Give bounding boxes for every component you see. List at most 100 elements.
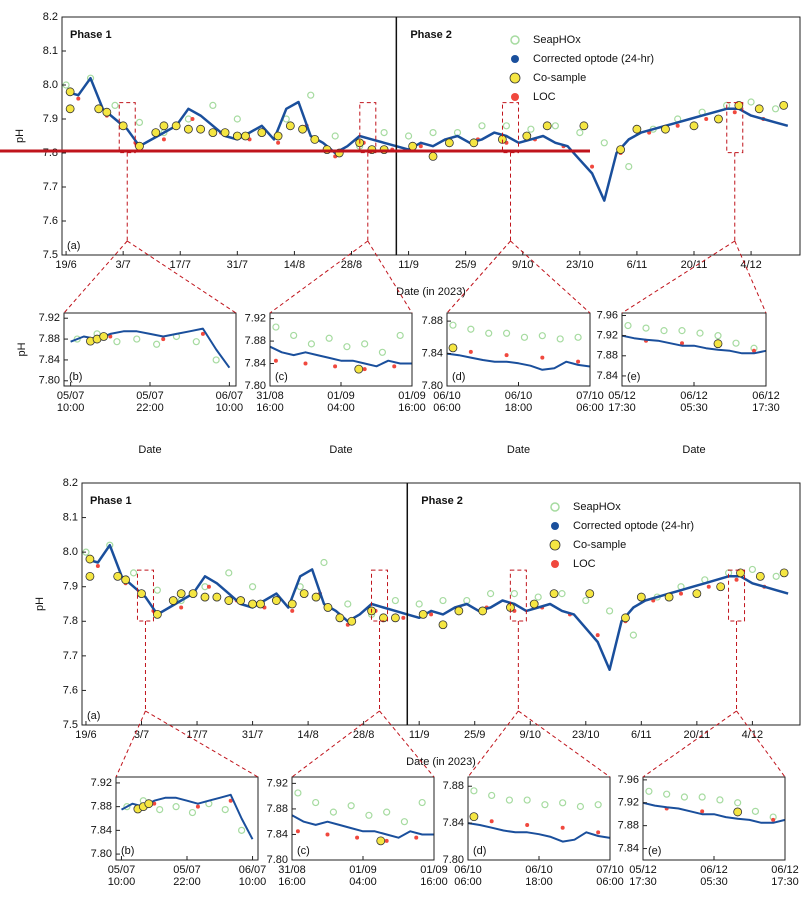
seaphox-point bbox=[73, 335, 81, 343]
seaphox-point bbox=[488, 791, 496, 800]
panel-label: (c) bbox=[297, 845, 310, 857]
seaphox-point bbox=[582, 596, 590, 605]
loc-point bbox=[504, 353, 509, 358]
x-tick-label: 23/10 bbox=[566, 259, 594, 271]
co-sample-point bbox=[323, 603, 333, 612]
x-tick-label: 25/9 bbox=[464, 729, 485, 741]
optode-line bbox=[291, 814, 434, 839]
x-tick-label: 31/7 bbox=[227, 259, 248, 271]
seaphox-point bbox=[510, 590, 518, 598]
x-tick-label: 05/07 22:00 bbox=[136, 390, 164, 414]
seaphox-point bbox=[344, 600, 352, 608]
y-tick-label: 7.88 bbox=[422, 315, 443, 327]
x-tick-label: 01/09 16:00 bbox=[398, 390, 426, 414]
co-sample-point bbox=[85, 571, 95, 581]
loc-point bbox=[303, 361, 308, 366]
x-tick-label: 01/09 16:00 bbox=[420, 864, 448, 888]
seaphox-point bbox=[439, 596, 447, 605]
co-sample-point bbox=[299, 589, 309, 599]
optode-line bbox=[269, 345, 412, 368]
seaphox-point bbox=[772, 572, 780, 580]
y-tick-label: 7.6 bbox=[63, 684, 78, 696]
seaphox-point bbox=[523, 796, 531, 804]
y-tick-label: 7.5 bbox=[63, 719, 78, 731]
co-sample-point bbox=[176, 589, 186, 599]
co-sample-point bbox=[529, 599, 539, 609]
seaphox-point bbox=[663, 790, 671, 798]
seaphox-point bbox=[751, 807, 760, 815]
legend-label: LOC bbox=[573, 558, 596, 570]
legend-marker bbox=[509, 72, 521, 84]
seaphox-point bbox=[212, 356, 220, 364]
loc-point bbox=[576, 359, 581, 364]
co-sample-point bbox=[168, 596, 178, 605]
co-sample-point bbox=[354, 364, 364, 374]
zoom-connector bbox=[467, 710, 519, 778]
y-tick-label: 7.92 bbox=[618, 797, 639, 809]
plot-frame bbox=[115, 776, 259, 861]
seaphox-point bbox=[453, 129, 462, 137]
seaphox-point bbox=[520, 333, 529, 341]
x-tick-label: 28/8 bbox=[353, 729, 374, 741]
y-tick-label: 7.80 bbox=[39, 375, 60, 387]
x-tick-label: 01/09 04:00 bbox=[327, 390, 355, 414]
seaphox-point bbox=[135, 118, 144, 127]
seaphox-point bbox=[221, 806, 229, 814]
inset-panel: 7.80 7.84 7.88 7.92 (b) bbox=[91, 776, 259, 861]
y-tick-label: 7.84 bbox=[267, 828, 288, 840]
seaphox-point bbox=[645, 787, 653, 795]
loc-point bbox=[680, 341, 684, 346]
y-tick-label: 7.9 bbox=[63, 581, 78, 593]
co-sample-point bbox=[236, 596, 246, 605]
seaphox-point bbox=[329, 808, 338, 816]
seaphox-point bbox=[625, 163, 633, 171]
plot-frame bbox=[467, 776, 611, 861]
loc-point bbox=[595, 633, 600, 638]
loc-point bbox=[161, 337, 166, 342]
co-sample-point bbox=[408, 141, 418, 151]
co-sample-point bbox=[271, 596, 281, 605]
co-sample-point bbox=[636, 592, 646, 602]
main-panel: 7.5 7.6 7.7 7.8 7.9 8.0 8.1 8.2 19/6 3/7 17/7 31/7 1… bbox=[34, 477, 801, 768]
loc-point bbox=[771, 817, 776, 822]
seaphox-point bbox=[272, 323, 280, 331]
zoom-connector bbox=[621, 240, 736, 314]
co-sample-point bbox=[257, 128, 267, 138]
y-tick-label: 7.80 bbox=[91, 848, 112, 860]
loc-point bbox=[362, 367, 367, 372]
plot-frame bbox=[63, 312, 237, 387]
co-sample-point bbox=[734, 101, 744, 110]
loc-point bbox=[384, 838, 389, 843]
x-tick-label: 05/12 17:30 bbox=[629, 864, 657, 888]
x-tick-label: 20/11 bbox=[684, 729, 711, 741]
seaphox-point bbox=[732, 339, 740, 347]
legend-marker bbox=[550, 502, 560, 512]
seaphox-point bbox=[331, 132, 339, 140]
seaphox-point bbox=[624, 321, 632, 330]
seaphox-point bbox=[129, 569, 138, 577]
co-sample-point bbox=[689, 121, 699, 131]
seaphox-point bbox=[365, 811, 373, 819]
co-sample-point bbox=[585, 589, 595, 599]
x-tick-label: 14/8 bbox=[297, 729, 318, 741]
seaphox-point bbox=[396, 331, 404, 340]
loc-point bbox=[489, 819, 494, 824]
seaphox-point bbox=[172, 803, 180, 811]
co-sample-point bbox=[779, 568, 789, 578]
seaphox-point bbox=[527, 125, 535, 133]
co-sample-point bbox=[376, 836, 386, 846]
phase-label: Phase 2 bbox=[421, 495, 463, 507]
x-tick-label: 19/6 bbox=[55, 259, 76, 271]
x-tick-label: 06/07 10:00 bbox=[215, 390, 244, 414]
seaphox-point bbox=[449, 321, 457, 329]
x-axis-title: Date bbox=[138, 444, 161, 456]
loc-point bbox=[295, 829, 300, 834]
seaphox-point bbox=[429, 129, 437, 137]
y-tick-label: 7.8 bbox=[63, 615, 78, 627]
seaphox-point bbox=[418, 798, 426, 807]
co-sample-point bbox=[418, 609, 428, 619]
y-tick-label: 7.88 bbox=[245, 335, 266, 347]
seaphox-point bbox=[113, 338, 121, 346]
loc-point bbox=[108, 334, 113, 339]
co-sample-point bbox=[616, 145, 625, 155]
